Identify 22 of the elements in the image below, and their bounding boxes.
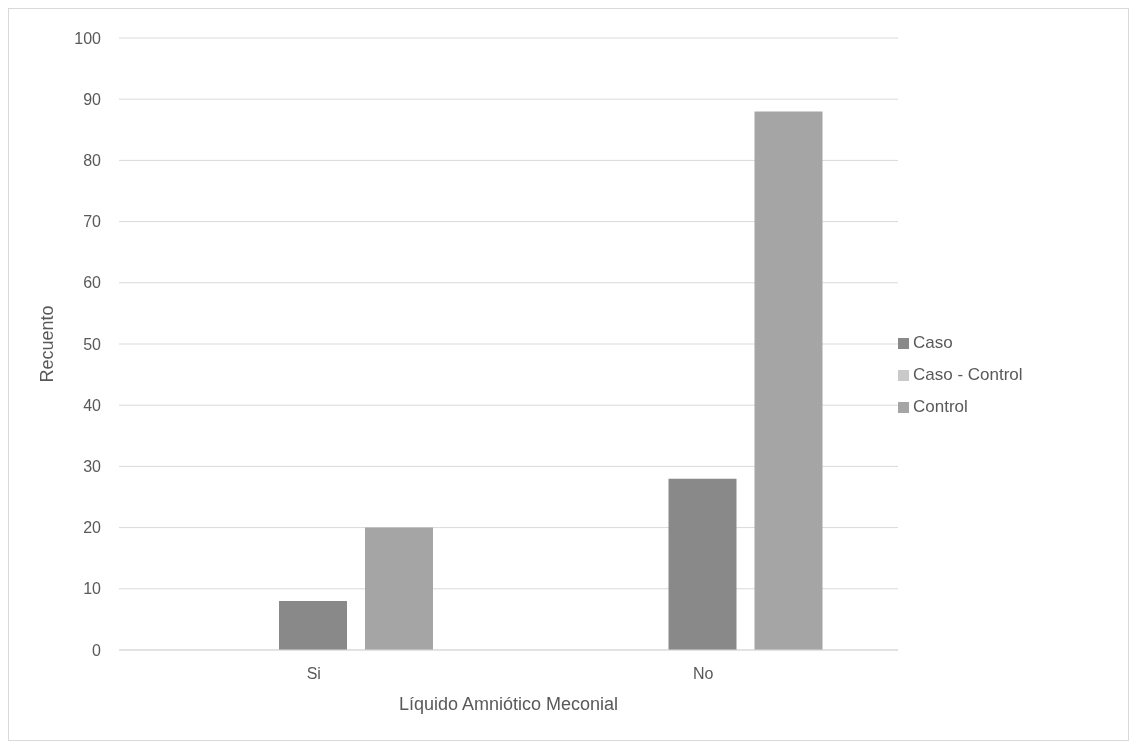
legend-label: Control bbox=[913, 396, 968, 416]
bar bbox=[365, 527, 434, 650]
bar bbox=[279, 601, 348, 650]
legend-label: Caso - Control bbox=[913, 364, 1023, 384]
x-tick-label: No bbox=[693, 665, 714, 683]
y-tick-label: 100 bbox=[74, 29, 102, 47]
y-tick-label: 70 bbox=[83, 213, 102, 231]
y-tick-label: 0 bbox=[92, 641, 102, 659]
bar bbox=[754, 111, 823, 650]
x-axis-title: Líquido Amniótico Meconial bbox=[398, 694, 619, 714]
y-axis-title: Recuento bbox=[37, 305, 58, 383]
y-tick-label: 40 bbox=[83, 396, 102, 414]
bar bbox=[668, 478, 737, 650]
x-tick-label: Si bbox=[306, 665, 321, 683]
y-tick-label: 50 bbox=[83, 335, 102, 353]
y-tick-label: 10 bbox=[83, 580, 102, 598]
legend-label: Caso bbox=[913, 332, 953, 352]
y-tick-label: 30 bbox=[83, 458, 102, 476]
y-tick-label: 20 bbox=[83, 519, 102, 537]
y-tick-label: 60 bbox=[83, 274, 102, 292]
y-tick-label: 90 bbox=[83, 90, 102, 108]
y-tick-label: 80 bbox=[83, 152, 102, 170]
